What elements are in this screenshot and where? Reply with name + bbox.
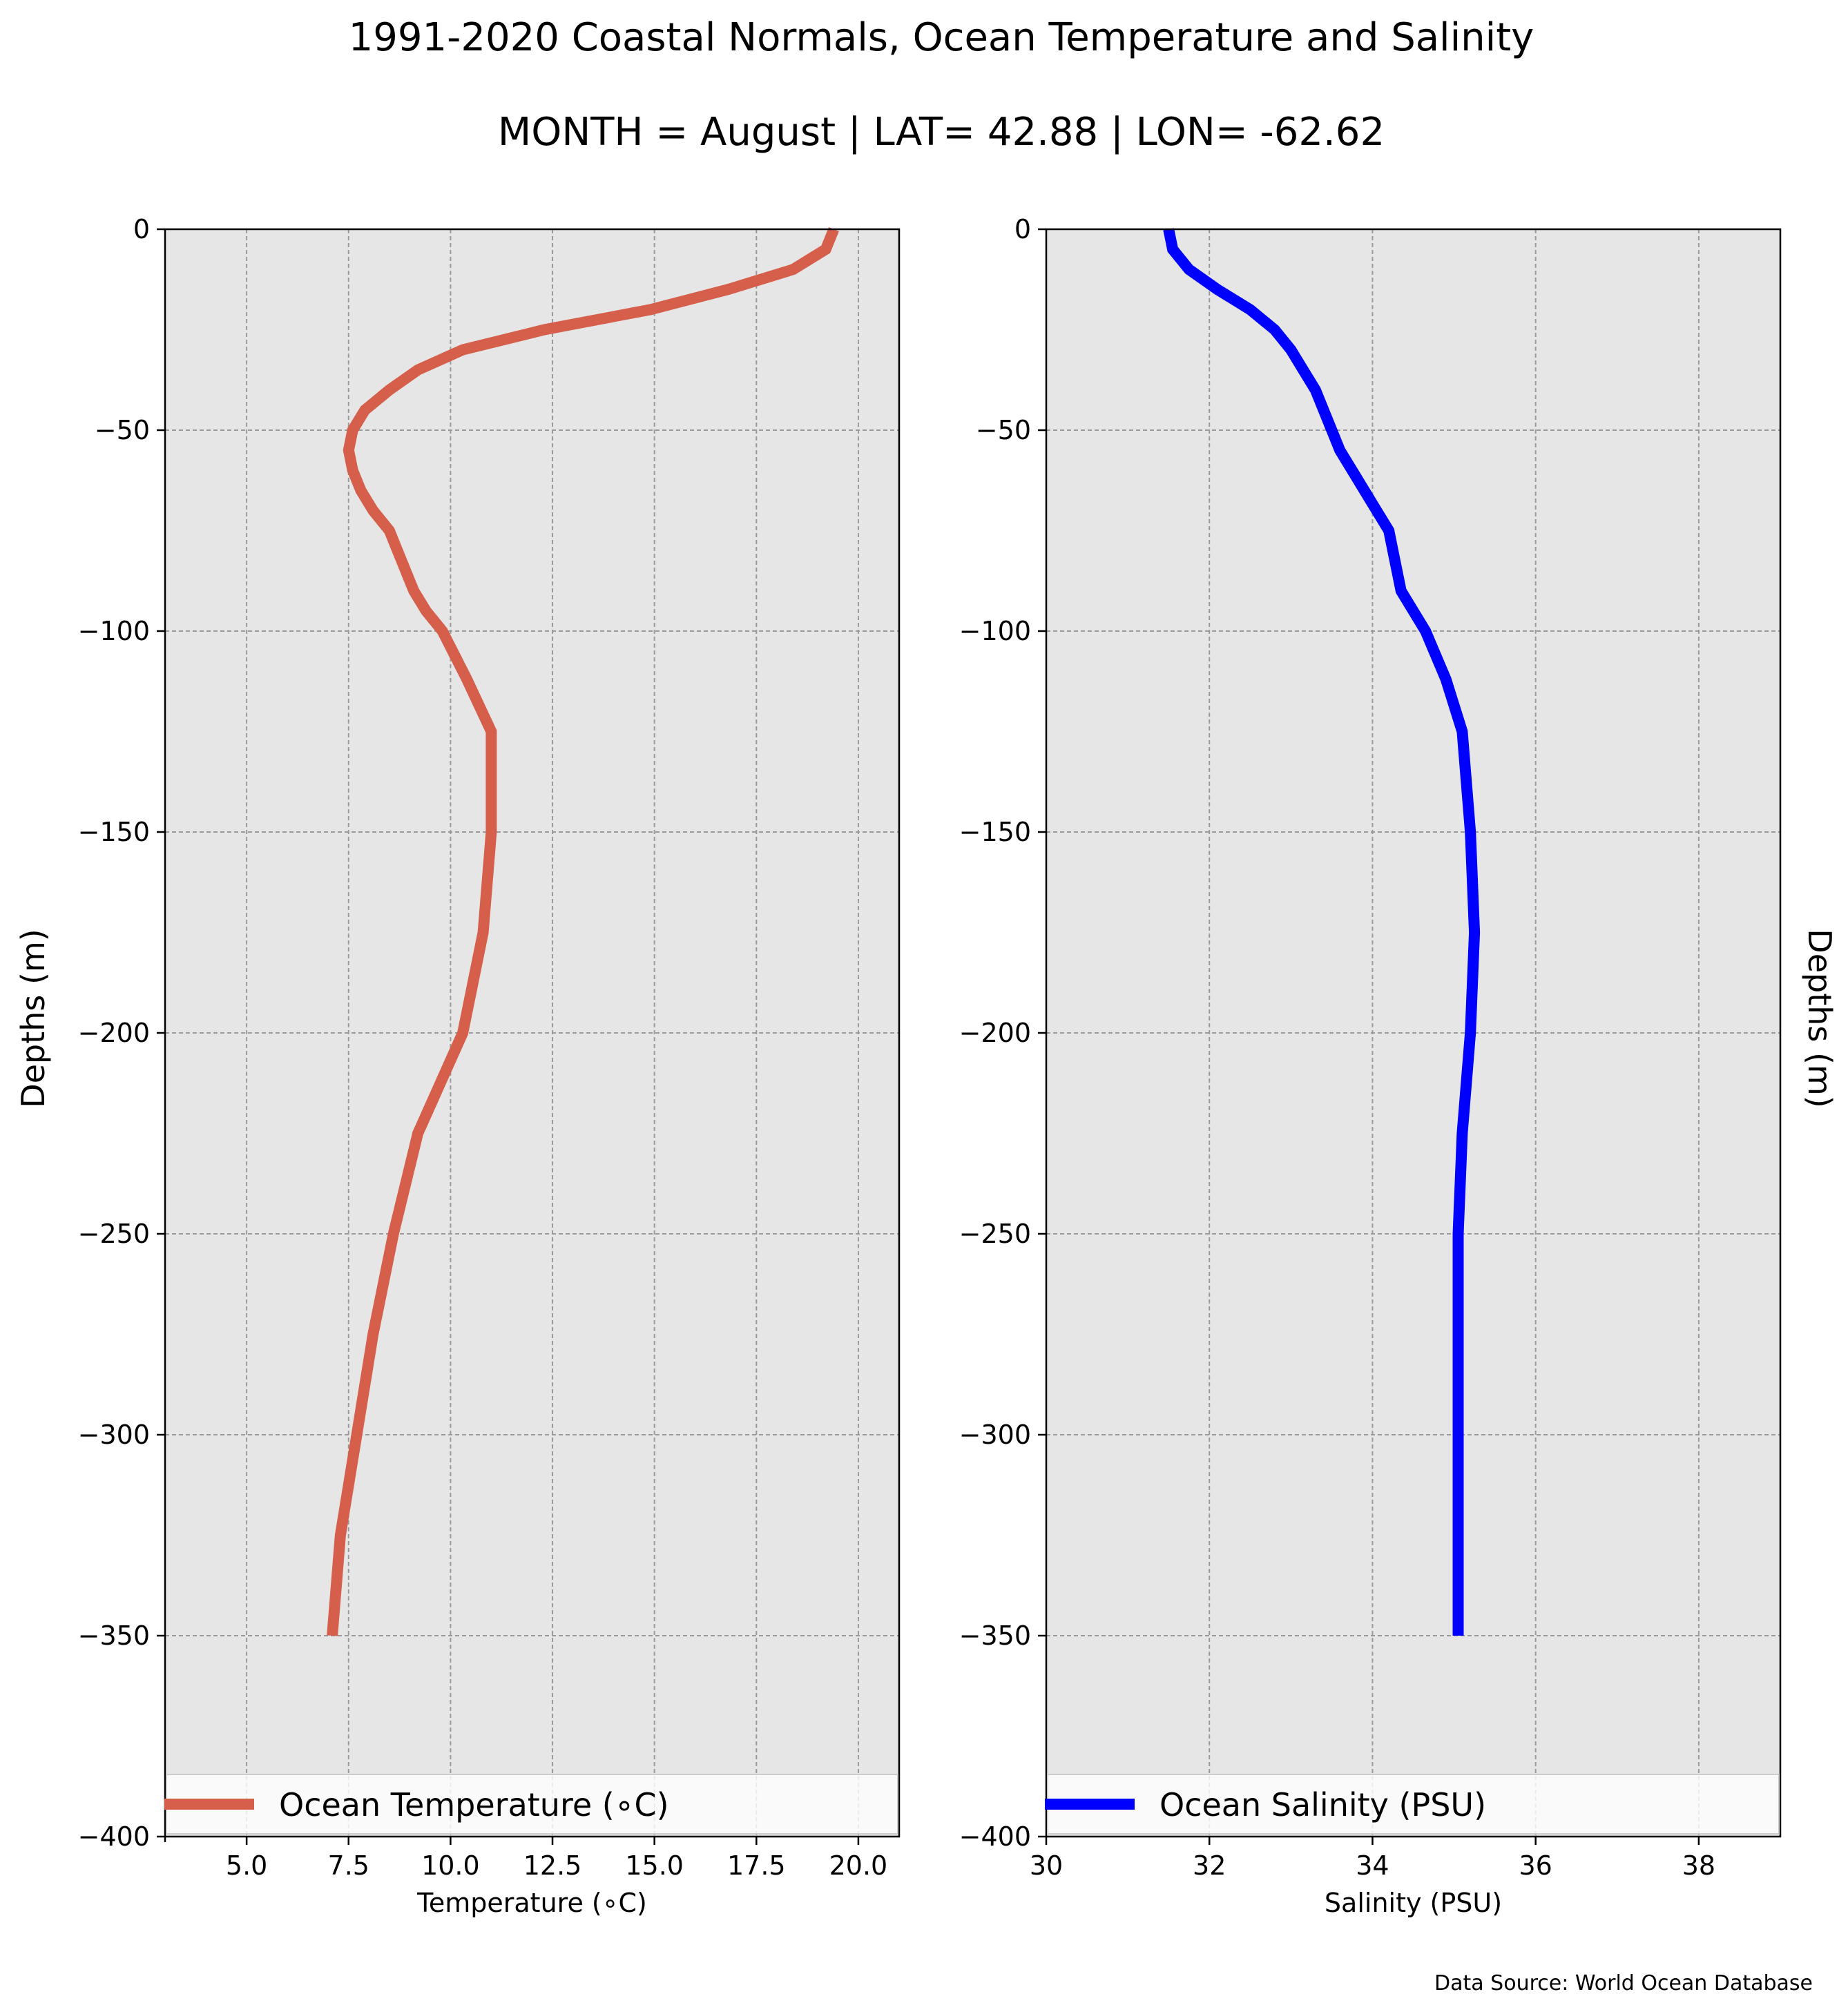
y-tick-label: −200: [78, 1018, 150, 1048]
y-tick-label: −350: [78, 1620, 150, 1651]
x-tick-label: 5.0: [226, 1850, 267, 1881]
y-axis-label-right: Depths (m): [1801, 929, 1838, 1107]
temperature-panel: 5.0 7.5 10.0 12.5 15.0 17.5 20.0 0 −50 −100 −150 −2…: [78, 214, 901, 1918]
legend: Ocean Temperature (∘C): [164, 1774, 898, 1835]
y-tick-label: −400: [959, 1821, 1031, 1852]
legend-label: Ocean Salinity (PSU): [1159, 1786, 1486, 1823]
legend-label: Ocean Temperature (∘C): [279, 1786, 669, 1823]
x-tick-label: 34: [1356, 1850, 1389, 1881]
chart-title: 1991-2020 Coastal Normals, Ocean Tempera…: [349, 15, 1534, 60]
x-tick-label: 36: [1519, 1850, 1552, 1881]
y-tick-label: −300: [959, 1420, 1031, 1450]
y-tick-label: −250: [959, 1219, 1031, 1249]
x-tick-label: 32: [1193, 1850, 1226, 1881]
y-tick-label: −200: [959, 1018, 1031, 1048]
x-tick-label: 12.5: [523, 1850, 582, 1881]
y-tick-label: 0: [1014, 214, 1031, 244]
x-tick-label: 7.5: [328, 1850, 369, 1881]
x-axis-label: Temperature (∘C): [416, 1888, 647, 1918]
salinity-panel: 30 32 34 36 38 0 −50 −100 −150 −200 −250 −300 −350 −4…: [959, 214, 1782, 1918]
y-tick-label: −150: [78, 817, 150, 847]
x-axis-label: Salinity (PSU): [1325, 1888, 1502, 1918]
x-tick-label: 15.0: [625, 1850, 684, 1881]
y-tick-label: 0: [133, 214, 150, 244]
y-tick-label: −100: [959, 616, 1031, 646]
x-tick-label: 10.0: [421, 1850, 480, 1881]
y-tick-label: −50: [95, 415, 150, 445]
y-tick-label: −50: [976, 415, 1031, 445]
y-axis-label-left: Depths (m): [15, 929, 52, 1107]
data-source-note: Data Source: World Ocean Database: [1434, 1971, 1813, 1995]
x-tick-label: 38: [1682, 1850, 1715, 1881]
chart-subtitle: MONTH = August | LAT= 42.88 | LON= -62.6…: [498, 110, 1385, 155]
x-tick-label: 17.5: [727, 1850, 786, 1881]
x-tick-label: 20.0: [829, 1850, 888, 1881]
x-tick-label: 30: [1030, 1850, 1063, 1881]
y-tick-label: −100: [78, 616, 150, 646]
legend-box: [1047, 1774, 1780, 1835]
y-tick-label: −300: [78, 1420, 150, 1450]
y-tick-label: −250: [78, 1219, 150, 1249]
legend: Ocean Salinity (PSU): [1045, 1774, 1780, 1835]
y-tick-label: −400: [78, 1821, 150, 1852]
y-tick-label: −150: [959, 817, 1031, 847]
y-tick-label: −350: [959, 1620, 1031, 1651]
